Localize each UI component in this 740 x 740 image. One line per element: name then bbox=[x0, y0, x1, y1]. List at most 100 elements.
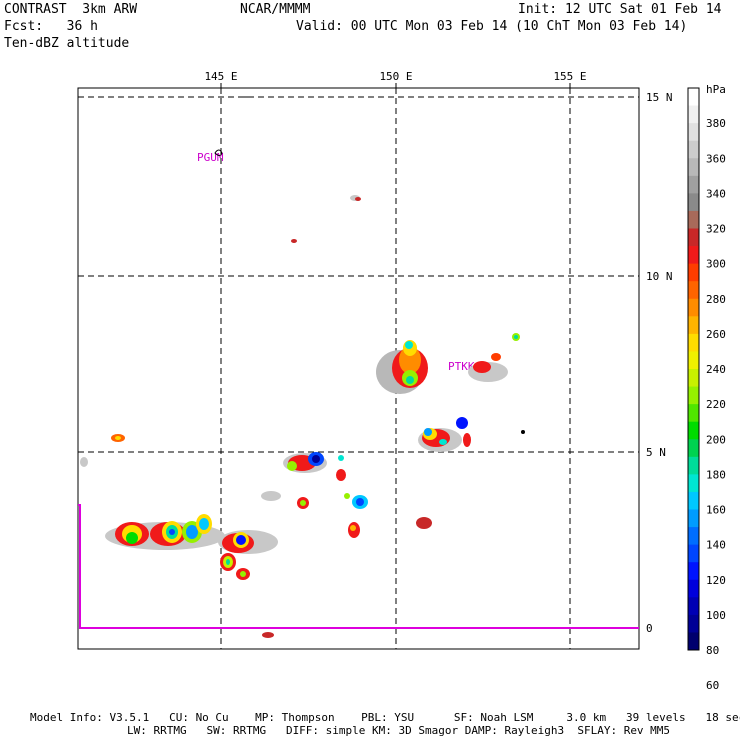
lon-label-155: 155 E bbox=[553, 70, 586, 83]
echo-cell bbox=[355, 197, 361, 201]
colorbar-tick-label: 380 bbox=[706, 117, 726, 130]
colorbar-swatch bbox=[688, 123, 699, 142]
model-title: CONTRAST 3km ARW bbox=[4, 2, 138, 17]
echo-cell bbox=[115, 436, 121, 440]
colorbar-tick-label: 240 bbox=[706, 363, 726, 376]
colorbar-tick-label: 80 bbox=[706, 644, 719, 657]
echo-cell bbox=[312, 455, 320, 463]
colorbar-swatch bbox=[688, 509, 699, 528]
colorbar-swatch bbox=[688, 369, 699, 387]
echo-cell bbox=[236, 535, 246, 545]
echo-cell bbox=[186, 525, 198, 539]
field-name: Ten-dBZ altitude bbox=[4, 36, 130, 51]
lat-label-10n: 10 N bbox=[646, 270, 673, 283]
colorbar-swatch bbox=[688, 491, 699, 510]
echo-cell bbox=[300, 500, 306, 506]
echo-cell bbox=[240, 571, 246, 577]
colorbar-tick-label: 260 bbox=[706, 328, 726, 341]
echo-cell bbox=[261, 491, 281, 501]
colorbar-swatch bbox=[688, 404, 699, 423]
colorbar-swatch bbox=[688, 333, 699, 352]
forecast-hour: Fcst: 36 h bbox=[4, 19, 98, 34]
colorbar-tick-label: 160 bbox=[706, 504, 726, 517]
echo-cell bbox=[406, 376, 414, 384]
colorbar-tick-label: 100 bbox=[706, 609, 726, 622]
colorbar-swatch bbox=[688, 597, 699, 616]
echo-cells bbox=[80, 195, 525, 638]
echo-cell bbox=[287, 461, 297, 471]
colorbar-swatch bbox=[688, 193, 699, 212]
echo-cell bbox=[424, 428, 432, 436]
colorbar-swatch bbox=[688, 527, 699, 546]
colorbar-swatch bbox=[688, 158, 699, 177]
colorbar-swatch bbox=[688, 140, 699, 159]
colorbar-tick-label: 140 bbox=[706, 539, 726, 552]
colorbar-unit: hPa bbox=[706, 83, 726, 96]
lon-label-150: 150 E bbox=[379, 70, 412, 83]
echo-cell bbox=[338, 455, 344, 461]
echo-cell bbox=[521, 430, 525, 434]
station-ptkk: PTKK bbox=[448, 360, 475, 373]
colorbar-tick-label: 320 bbox=[706, 223, 726, 236]
colorbar-swatch bbox=[688, 579, 699, 598]
colorbar-swatch bbox=[688, 544, 699, 563]
echo-cell bbox=[126, 532, 138, 544]
echo-cell bbox=[291, 239, 297, 243]
echo-cell bbox=[405, 341, 413, 349]
echo-cell bbox=[356, 498, 364, 506]
echo-cell bbox=[336, 469, 346, 481]
echo-cell bbox=[456, 417, 468, 429]
top-ticks bbox=[220, 83, 571, 88]
echo-cell bbox=[473, 361, 491, 373]
guam-coastline bbox=[214, 149, 223, 156]
colorbar-swatch bbox=[688, 88, 699, 106]
colorbar-swatch bbox=[688, 105, 699, 124]
station-pgum: PGUM bbox=[197, 151, 224, 164]
echo-cell bbox=[350, 525, 356, 531]
echo-cell bbox=[491, 353, 501, 361]
echo-cell bbox=[514, 335, 518, 339]
colorbar-tick-label: 120 bbox=[706, 574, 726, 587]
footer-model-info: Model Info: V3.5.1 CU: No Cu MP: Thompso… bbox=[30, 711, 740, 724]
colorbar-frame bbox=[687, 87, 700, 651]
colorbar-tick-label: 180 bbox=[706, 468, 726, 481]
colorbar-swatch bbox=[688, 210, 699, 229]
echo-cell bbox=[399, 346, 421, 374]
colorbar-swatch bbox=[688, 175, 699, 194]
colorbar-swatch bbox=[688, 246, 699, 265]
valid-time: Valid: 00 UTC Mon 03 Feb 14 (10 ChT Mon … bbox=[296, 19, 688, 34]
colorbar-tick-label: 60 bbox=[706, 679, 719, 692]
echo-cell bbox=[344, 493, 350, 499]
colorbar-swatch bbox=[688, 386, 699, 405]
organization-label: NCAR/MMMM bbox=[240, 2, 311, 17]
echo-cell bbox=[80, 457, 88, 467]
echo-cell bbox=[199, 518, 209, 530]
colorbar-swatch bbox=[688, 281, 699, 300]
lat-label-0: 0 bbox=[646, 622, 653, 635]
colorbar-swatch bbox=[688, 228, 699, 247]
init-time: Init: 12 UTC Sat 01 Feb 14 bbox=[518, 2, 722, 17]
colorbar bbox=[687, 87, 700, 651]
echo-cell bbox=[226, 559, 230, 565]
colorbar-tick-label: 280 bbox=[706, 293, 726, 306]
colorbar-swatch bbox=[688, 263, 699, 282]
colorbar-swatch bbox=[688, 632, 699, 651]
colorbar-tick-label: 200 bbox=[706, 433, 726, 446]
colorbar-swatch bbox=[688, 351, 699, 370]
colorbar-tick-label: 300 bbox=[706, 258, 726, 271]
footer-physics-info: LW: RRTMG SW: RRTMG DIFF: simple KM: 3D … bbox=[127, 724, 671, 737]
domain-boundary bbox=[78, 504, 639, 629]
colorbar-swatch bbox=[688, 562, 699, 581]
colorbar-swatch bbox=[688, 439, 699, 458]
colorbar-swatch bbox=[688, 614, 699, 633]
colorbar-swatch bbox=[688, 421, 699, 440]
colorbar-swatch bbox=[688, 456, 699, 475]
colorbar-swatch bbox=[688, 298, 699, 317]
colorbar-tick-label: 360 bbox=[706, 152, 726, 165]
lat-label-5n: 5 N bbox=[646, 446, 666, 459]
echo-cell bbox=[439, 439, 447, 445]
lon-label-145: 145 E bbox=[204, 70, 237, 83]
echo-cell bbox=[169, 529, 175, 535]
echo-cell bbox=[463, 433, 471, 447]
